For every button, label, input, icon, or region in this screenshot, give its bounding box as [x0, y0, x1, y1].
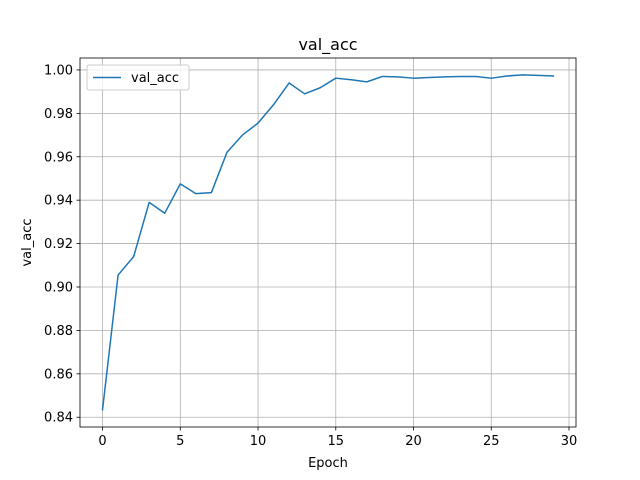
- x-tick-label: 5: [176, 434, 184, 449]
- chart-title: val_acc: [298, 35, 357, 55]
- x-tick-label: 30: [561, 434, 578, 449]
- plot-frame: [79, 57, 577, 428]
- y-tick-label: 0.98: [44, 107, 73, 122]
- y-tick-label: 0.94: [44, 194, 73, 209]
- x-axis-title: Epoch: [308, 456, 348, 471]
- series-line-val-acc: [101, 74, 555, 411]
- legend-label: val_acc: [131, 71, 179, 86]
- x-tick-label: 10: [250, 434, 267, 449]
- plot-line-layer: [101, 74, 555, 411]
- y-tick-label: 0.88: [44, 324, 73, 339]
- legend: val_acc: [86, 64, 190, 91]
- y-tick-label: 0.90: [44, 280, 73, 295]
- y-tick-label: 1.00: [44, 63, 73, 78]
- y-tick-label: 0.96: [44, 150, 73, 165]
- x-axis: 0 5 10 15 20 25 30: [98, 427, 577, 449]
- y-tick-label: 0.84: [44, 411, 73, 426]
- x-tick-label: 0: [98, 434, 106, 449]
- y-tick-label: 0.86: [44, 367, 73, 382]
- y-axis-title: val_acc: [20, 218, 35, 266]
- legend-box: [86, 64, 190, 91]
- x-tick-label: 20: [405, 434, 422, 449]
- x-tick-label: 25: [483, 434, 500, 449]
- grid: [80, 58, 576, 427]
- y-axis: 0.84 0.86 0.88 0.90 0.92 0.94 0.96 0.98 1.00: [44, 63, 80, 426]
- x-tick-label: 15: [328, 434, 345, 449]
- y-tick-label: 0.92: [44, 237, 73, 252]
